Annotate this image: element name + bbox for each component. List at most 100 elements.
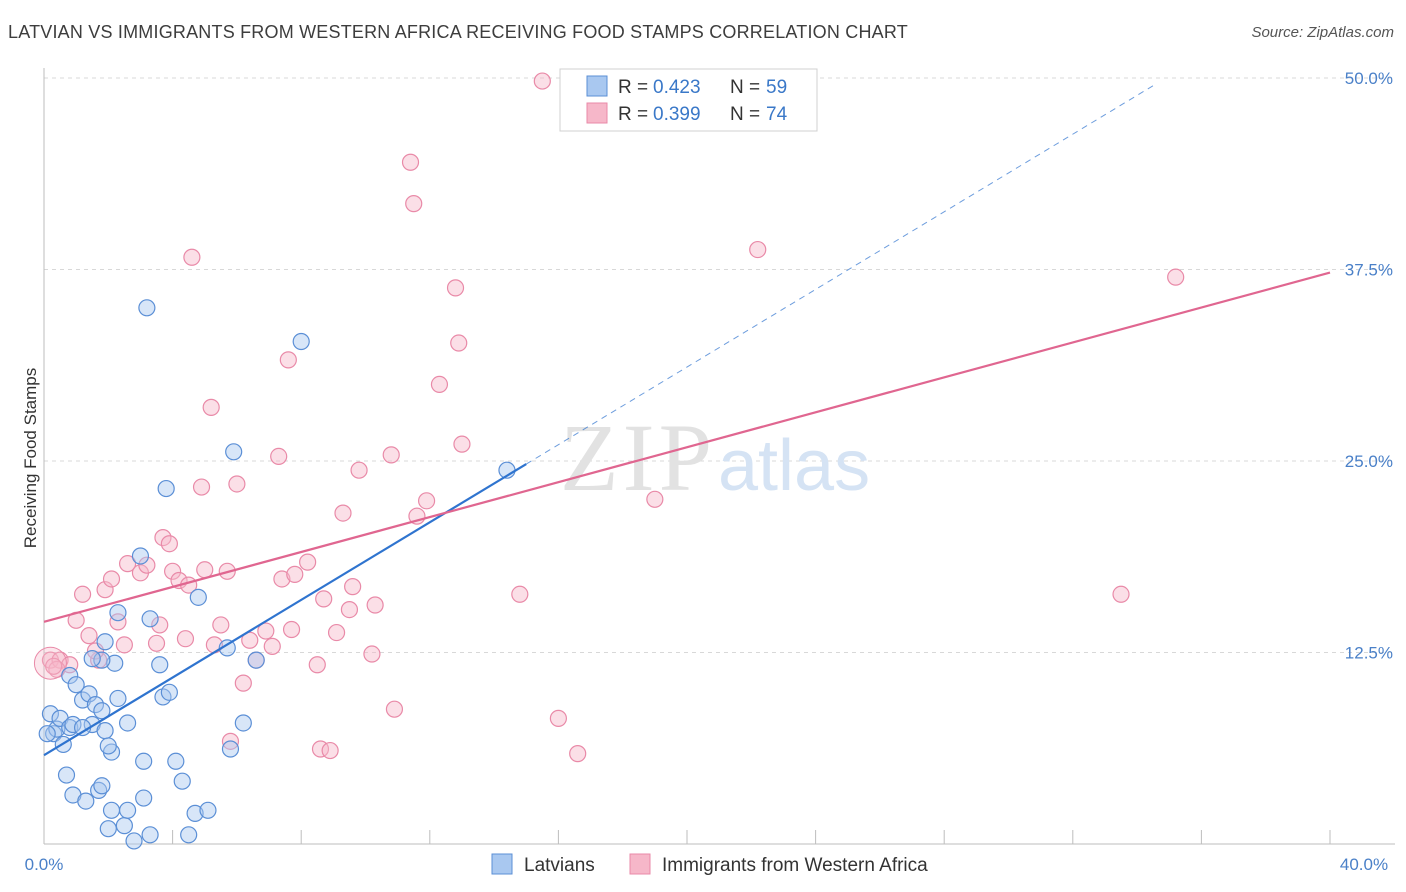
latvian-point-33 xyxy=(96,722,114,740)
wafrica-point-37 xyxy=(270,447,288,466)
latvian-point-22 xyxy=(135,789,153,807)
wafrica-point-15 xyxy=(147,634,166,652)
x-tick-label-max: 40.0% xyxy=(1340,855,1388,874)
wafrica-point-12 xyxy=(118,555,137,573)
latvian-point-48 xyxy=(221,740,240,758)
wafrica-point-10 xyxy=(109,613,127,631)
legend-swatch-latvians xyxy=(586,75,608,97)
latvian-point-47 xyxy=(218,639,236,657)
wafrica-point-39 xyxy=(282,620,301,639)
bottom-legend-swatch-latvians xyxy=(491,853,513,875)
wafrica-point-60 xyxy=(430,375,449,393)
latvian-point-27 xyxy=(73,691,92,709)
latvian-point-54 xyxy=(225,443,243,461)
latvian-point-42 xyxy=(151,656,169,674)
legend: R = 0.423 N = 59 R = 0.399 N = 74 xyxy=(559,68,818,132)
latvian-point-58 xyxy=(38,725,56,743)
trend-line-latvians-extension xyxy=(525,85,1154,465)
latvian-point-38 xyxy=(83,650,101,668)
wafrica-point-63 xyxy=(453,435,471,453)
wafrica-point-65 xyxy=(533,72,551,90)
latvian-point-36 xyxy=(67,676,85,694)
latvian-point-14 xyxy=(99,820,117,838)
latvian-point-1 xyxy=(45,725,63,743)
latvian-point-25 xyxy=(109,689,127,708)
wafrica-point-64 xyxy=(511,585,529,603)
wafrica-point-61 xyxy=(446,279,465,297)
latvian-point-15 xyxy=(115,817,133,835)
latvian-point-56 xyxy=(138,299,156,317)
wafrica-point-46 xyxy=(321,741,339,760)
latvian-point-17 xyxy=(141,826,159,844)
wafrica-point-36 xyxy=(263,637,281,655)
wafrica-point-26 xyxy=(202,398,220,416)
wafrica-point-70 xyxy=(1112,585,1130,603)
wafrica-point-62 xyxy=(450,334,468,352)
wafrica-point-14 xyxy=(138,556,156,574)
source-credit: Source: ZipAtlas.com xyxy=(1251,24,1394,41)
y-axis-tick-labels: 12.5% 25.0% 37.5% 50.0% xyxy=(1345,69,1393,663)
wafrica-point-6 xyxy=(80,627,98,645)
legend-n-label-latvians: N = xyxy=(730,77,760,98)
latvian-point-44 xyxy=(160,683,178,701)
latvian-point-52 xyxy=(157,479,175,498)
latvian-point-46 xyxy=(173,772,191,790)
latvian-point-30 xyxy=(93,702,111,720)
wafrica-point-50 xyxy=(344,578,362,596)
legend-n-wafrica: 74 xyxy=(766,104,788,125)
latvian-point-11 xyxy=(90,781,108,799)
legend-n-latvians: 59 xyxy=(766,77,787,98)
wafrica-point-31 xyxy=(228,475,246,493)
latvian-point-41 xyxy=(141,610,159,628)
watermark-atlas: atlas xyxy=(718,426,870,506)
wafrica-point-17 xyxy=(154,528,172,547)
latvian-point-7 xyxy=(64,715,82,734)
latvian-point-45 xyxy=(167,752,185,770)
wafrica-point-66 xyxy=(549,709,568,727)
latvian-point-28 xyxy=(80,685,98,703)
wafrica-point-38 xyxy=(273,570,291,588)
wafrica-point-24 xyxy=(192,478,211,496)
latvian-point-13 xyxy=(102,801,121,819)
latvian-point-21 xyxy=(118,801,137,819)
wafrica-point-16 xyxy=(151,616,169,634)
wafrica-point-21 xyxy=(176,630,195,648)
latvian-point-29 xyxy=(86,695,105,714)
x-tick-label-min: 0.0% xyxy=(25,855,64,874)
series-latvians-points xyxy=(38,299,516,850)
wafrica-point-9 xyxy=(102,570,121,588)
wafrica-point-59 xyxy=(417,492,436,510)
legend-r-wafrica: 0.399 xyxy=(653,104,701,125)
latvian-point-20 xyxy=(199,801,217,819)
latvian-point-26 xyxy=(106,654,124,672)
wafrica-cluster-bubble xyxy=(33,646,67,680)
wafrica-point-5 xyxy=(73,585,92,603)
watermark-zip: ZIP xyxy=(560,404,716,511)
latvian-point-23 xyxy=(135,752,153,770)
wafrica-point-69 xyxy=(749,240,767,259)
bottom-legend-latvians: Latvians xyxy=(524,855,595,876)
bottom-legend-wafrica: Immigrants from Western Africa xyxy=(662,855,928,876)
latvian-point-51 xyxy=(131,547,150,565)
wafrica-point-72 xyxy=(45,657,63,675)
y-tick-label-3: 50.0% xyxy=(1345,69,1393,88)
wafrica-point-47 xyxy=(327,623,346,642)
wafrica-point-54 xyxy=(382,446,400,464)
wafrica-point-43 xyxy=(308,656,326,674)
latvian-point-34 xyxy=(99,737,117,755)
latvian-point-39 xyxy=(96,633,114,651)
latvian-point-6 xyxy=(61,718,79,737)
latvian-point-8 xyxy=(57,766,76,784)
latvian-point-16 xyxy=(125,832,143,850)
series-western-africa-points xyxy=(33,72,1185,763)
wafrica-point-1 xyxy=(51,651,69,669)
wafrica-point-41 xyxy=(286,565,304,583)
latvian-point-2 xyxy=(48,720,66,738)
bottom-legend: Latvians Immigrants from Western Africa xyxy=(491,853,928,876)
wafrica-point-67 xyxy=(569,745,587,763)
wafrica-point-42 xyxy=(299,553,317,571)
legend-r-latvians: 0.423 xyxy=(653,77,701,98)
wafrica-point-56 xyxy=(401,153,420,171)
bottom-legend-swatch-wafrica xyxy=(629,853,651,875)
